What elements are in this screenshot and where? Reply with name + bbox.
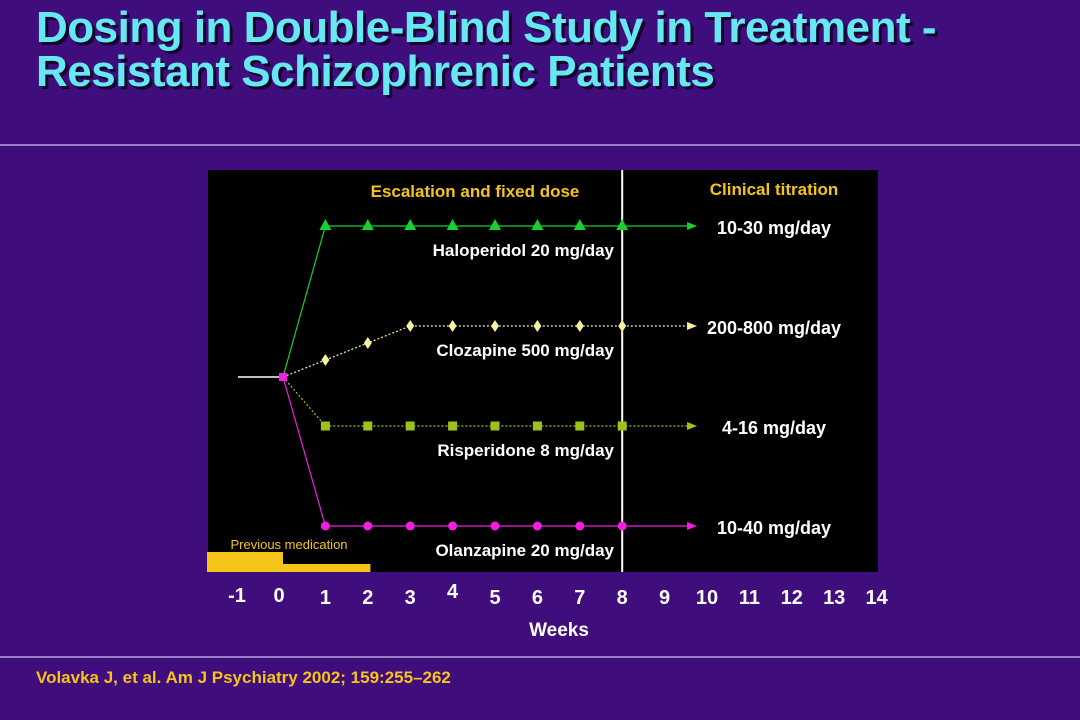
x-tick-10: 10 xyxy=(696,587,718,609)
phase-label-escalation: Escalation and fixed dose xyxy=(371,182,580,201)
series-olanzapine-point-2 xyxy=(363,521,373,531)
series-haloperidol-point-7 xyxy=(573,219,586,230)
dosing-chart: Escalation and fixed dose Clinical titra… xyxy=(207,170,889,641)
series-olanzapine-point-1 xyxy=(320,521,330,531)
previous-medication-bar xyxy=(207,564,371,572)
title-divider xyxy=(0,144,1080,146)
x-axis-label: Weeks xyxy=(529,620,589,641)
series-olanzapine-point-4 xyxy=(448,521,458,531)
x-tick-11: 11 xyxy=(739,587,760,609)
x-tick-2: 2 xyxy=(362,587,373,609)
series-risperidone-start-segment xyxy=(282,376,326,427)
series-olanzapine-titration-label: 10-40 mg/day xyxy=(717,518,831,538)
series-haloperidol-point-8 xyxy=(616,219,629,230)
series-risperidone-point-2 xyxy=(363,421,373,431)
slide-title-line-2: Resistant Schizophrenic Patients xyxy=(36,47,715,96)
series-haloperidol-point-2 xyxy=(361,219,374,230)
x-axis-ticks: -1 0 1 2 3 4 5 6 7 8 9 10 11 12 13 14 xyxy=(228,581,888,609)
series-olanzapine-point-7 xyxy=(575,521,585,531)
series-risperidone-point-4 xyxy=(448,421,458,431)
series-haloperidol-point-3 xyxy=(404,219,417,230)
series-clozapine-point-1 xyxy=(321,354,330,366)
x-tick--1: -1 xyxy=(228,585,246,607)
series-haloperidol-start-segment xyxy=(282,225,326,378)
x-tick-5: 5 xyxy=(489,587,500,609)
series-olanzapine-arrow xyxy=(687,522,698,530)
x-tick-7: 7 xyxy=(574,587,585,609)
series-risperidone-point-6 xyxy=(532,421,542,431)
series-risperidone-point-8 xyxy=(617,421,627,431)
series-clozapine-point-4 xyxy=(448,320,457,332)
x-tick-12: 12 xyxy=(781,587,803,609)
series-risperidone-arrow xyxy=(687,422,698,430)
series-haloperidol-point-1 xyxy=(319,219,332,230)
series-olanzapine-point-3 xyxy=(405,521,415,531)
x-tick-4: 4 xyxy=(447,581,459,603)
x-tick-13: 13 xyxy=(823,587,845,609)
series-clozapine-label: Clozapine 500 mg/day xyxy=(436,341,614,360)
chart-marks xyxy=(238,170,698,572)
series-haloperidol-arrow xyxy=(687,222,698,230)
series-olanzapine-point-6 xyxy=(532,521,542,531)
series-olanzapine-label: Olanzapine 20 mg/day xyxy=(435,541,614,560)
series-clozapine-point-5 xyxy=(491,320,499,332)
x-tick-9: 9 xyxy=(659,587,670,609)
origin-point xyxy=(279,373,287,381)
x-tick-3: 3 xyxy=(405,587,416,609)
phase-labels: Escalation and fixed dose Clinical titra… xyxy=(371,180,839,201)
series-olanzapine-start-segment xyxy=(282,376,326,527)
series-olanzapine-point-5 xyxy=(490,521,500,531)
series-clozapine-titration-label: 200-800 mg/day xyxy=(707,318,841,338)
series-haloperidol-label: Haloperidol 20 mg/day xyxy=(433,241,615,260)
series-labels: Haloperidol 20 mg/day 10-30 mg/day Clozapi… xyxy=(433,218,841,560)
previous-medication-label: Previous medication xyxy=(230,537,347,552)
phase-label-titration: Clinical titration xyxy=(710,180,838,199)
x-tick-1: 1 xyxy=(320,587,331,609)
x-tick-6: 6 xyxy=(532,587,543,609)
series-clozapine-point-8 xyxy=(618,320,627,332)
slide-title: Dosing in Double-Blind Study in Treatmen… xyxy=(36,6,1066,94)
x-tick-0: 0 xyxy=(273,585,284,607)
series-clozapine-point-6 xyxy=(533,320,542,332)
footer-divider xyxy=(0,656,1080,658)
series-olanzapine-point-8 xyxy=(617,521,627,531)
series-risperidone-point-5 xyxy=(490,421,500,431)
series-clozapine-arrow xyxy=(687,322,698,330)
series-risperidone-label: Risperidone 8 mg/day xyxy=(437,441,614,460)
series-risperidone-titration-label: 4-16 mg/day xyxy=(722,418,826,438)
citation: Volavka J, et al. Am J Psychiatry 2002; … xyxy=(36,668,451,687)
slide-title-line-1: Dosing in Double-Blind Study in Treatmen… xyxy=(36,3,937,52)
x-tick-14: 14 xyxy=(865,587,888,609)
series-haloperidol-point-5 xyxy=(489,219,501,230)
series-haloperidol-point-4 xyxy=(446,219,459,230)
series-risperidone-point-1 xyxy=(320,421,330,431)
series-haloperidol-titration-label: 10-30 mg/day xyxy=(717,218,831,238)
series-risperidone-point-7 xyxy=(575,421,585,431)
series-risperidone-point-3 xyxy=(405,421,415,431)
series-clozapine-point-2 xyxy=(363,337,372,349)
series-haloperidol-point-6 xyxy=(531,219,544,230)
series-clozapine-point-3 xyxy=(406,320,415,332)
x-tick-8: 8 xyxy=(617,587,628,609)
series-clozapine-point-7 xyxy=(575,320,584,332)
previous-medication: Previous medication xyxy=(207,537,371,572)
